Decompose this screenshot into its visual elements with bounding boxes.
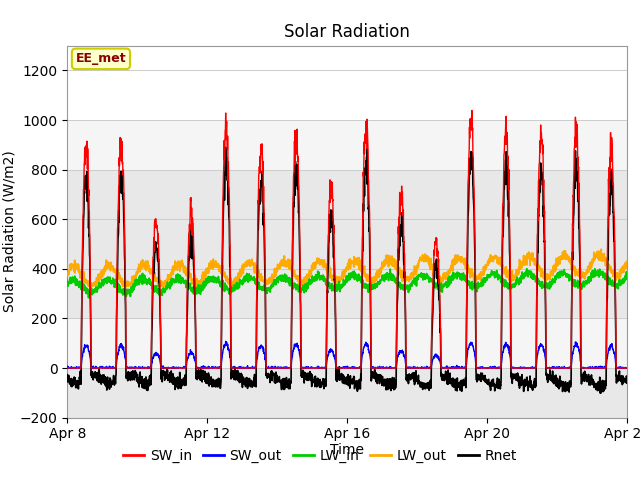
SW_out <box>63 365 71 371</box>
SW_in <box>468 108 476 113</box>
LW_in <box>84 295 92 300</box>
LW_in <box>192 289 200 295</box>
Bar <box>67 169 627 318</box>
Line: SW_out: SW_out <box>67 341 640 368</box>
Y-axis label: Solar Radiation (W/m2): Solar Radiation (W/m2) <box>3 151 17 312</box>
SW_in <box>110 365 118 371</box>
SW_in <box>192 317 200 323</box>
Rnet <box>184 287 191 293</box>
LW_in <box>532 275 540 280</box>
Line: LW_out: LW_out <box>67 249 640 286</box>
SW_out <box>222 338 230 344</box>
Bar <box>67 368 627 418</box>
LW_out <box>84 283 92 289</box>
Line: SW_in: SW_in <box>67 110 640 368</box>
Rnet <box>243 380 250 386</box>
Rnet <box>63 372 71 378</box>
LW_in <box>243 276 250 282</box>
LW_in <box>390 274 398 279</box>
SW_in <box>242 365 250 371</box>
Bar <box>67 120 627 169</box>
LW_in <box>110 282 118 288</box>
Rnet <box>192 327 200 333</box>
SW_out <box>391 365 399 371</box>
SW_out <box>184 355 192 361</box>
LW_out <box>63 270 71 276</box>
LW_out <box>532 262 540 268</box>
LW_out <box>110 268 118 274</box>
LW_out <box>243 261 250 267</box>
SW_in <box>390 365 398 371</box>
SW_in <box>63 365 71 371</box>
Bar <box>67 318 627 368</box>
SW_out <box>110 365 118 371</box>
Rnet <box>596 390 604 396</box>
LW_out <box>597 246 605 252</box>
LW_out <box>192 277 200 283</box>
SW_in <box>184 267 191 273</box>
Text: EE_met: EE_met <box>76 52 126 65</box>
SW_in <box>532 365 540 371</box>
SW_out <box>532 363 540 369</box>
SW_out <box>63 365 71 371</box>
X-axis label: Time: Time <box>330 443 364 456</box>
Legend: SW_in, SW_out, LW_in, LW_out, Rnet: SW_in, SW_out, LW_in, LW_out, Rnet <box>118 443 522 468</box>
SW_out <box>243 365 250 371</box>
LW_in <box>523 266 531 272</box>
Line: LW_in: LW_in <box>67 269 640 298</box>
Title: Solar Radiation: Solar Radiation <box>284 23 410 41</box>
LW_out <box>390 260 398 265</box>
SW_out <box>192 361 200 367</box>
LW_in <box>184 286 192 292</box>
LW_out <box>184 265 192 271</box>
LW_in <box>63 277 71 283</box>
Rnet <box>532 382 540 388</box>
Rnet <box>110 379 118 384</box>
Rnet <box>390 379 398 384</box>
Line: Rnet: Rnet <box>67 147 640 393</box>
Rnet <box>222 144 230 150</box>
